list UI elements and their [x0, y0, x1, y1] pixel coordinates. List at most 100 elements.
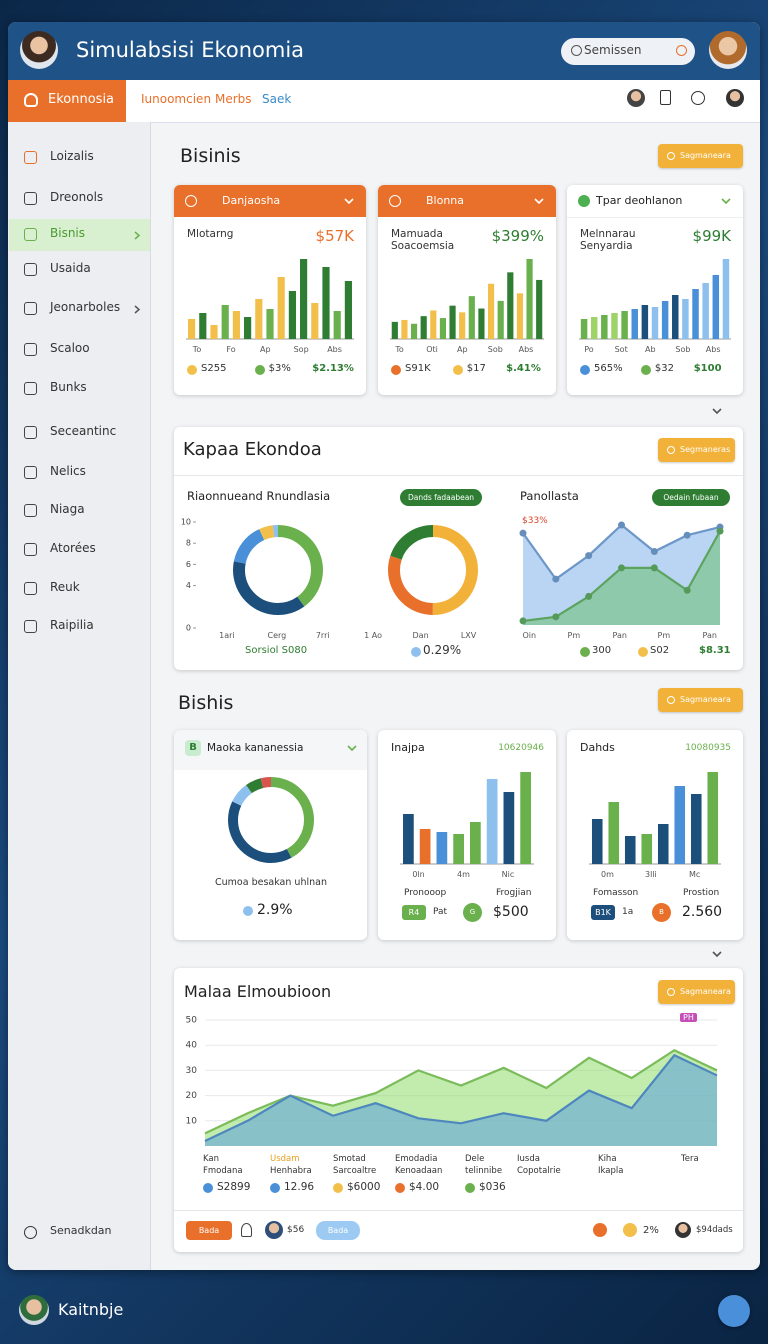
section-title: Bishis — [178, 692, 234, 714]
x-tick-label: 0ln — [412, 870, 425, 879]
sidebar-item[interactable]: Loizalis — [50, 149, 94, 163]
x-tick-label: Pan — [612, 631, 627, 640]
sidebar-item[interactable]: Scaloo — [50, 341, 90, 355]
sidebar-item[interactable]: Raipilia — [50, 618, 94, 632]
point — [650, 548, 658, 556]
nav-link[interactable]: Merbs — [215, 92, 252, 106]
chevron — [712, 951, 722, 958]
legend-dot — [580, 365, 590, 375]
point — [618, 564, 625, 572]
x-tick-label: 1ari — [219, 631, 235, 640]
card-value: 2.9% — [257, 902, 293, 918]
x-tick-label: Po — [584, 345, 594, 354]
tool-pill[interactable]: Bada — [316, 1221, 360, 1240]
point — [585, 552, 593, 560]
bar — [478, 308, 485, 339]
sidebar-item[interactable]: Bunks — [50, 380, 87, 394]
bar — [199, 313, 207, 339]
bar — [591, 819, 603, 864]
card-icon — [578, 195, 590, 207]
sidebar-item[interactable]: Bisnis — [50, 226, 86, 240]
x-tick-label: Sot — [614, 345, 628, 354]
bar — [690, 794, 702, 864]
card-header — [174, 185, 366, 217]
sidebar-item[interactable]: Reuk — [50, 580, 80, 594]
bar — [641, 834, 653, 864]
x-tick-label: Pm — [567, 631, 581, 640]
x-tick-label: Abs — [705, 345, 721, 354]
legend-label: Kan — [203, 1154, 220, 1164]
pill: Oedain fubaan — [652, 489, 730, 506]
legend-dot — [243, 906, 253, 916]
sidebar-icon — [24, 382, 37, 395]
legend-label: $.41% — [506, 363, 541, 374]
avatar — [709, 31, 747, 69]
point — [519, 617, 527, 625]
sidebar-footer[interactable]: Senadkdan — [50, 1224, 112, 1237]
bar — [391, 321, 398, 339]
legend-dot — [254, 365, 265, 375]
search-icon — [571, 45, 582, 56]
sidebar-icon — [24, 151, 37, 164]
x-tick-label: 1 Ao — [364, 631, 383, 640]
tab-icon — [24, 93, 38, 107]
donut-segment — [233, 525, 323, 615]
nav-tab-label[interactable]: Ekonnosia — [48, 92, 115, 107]
bar — [682, 299, 689, 339]
nav-link[interactable]: Iunoomcien — [141, 92, 212, 106]
sidebar-item[interactable]: Atorées — [50, 541, 96, 555]
card-value: 2.560 — [682, 904, 723, 920]
bar — [692, 289, 699, 339]
chevron-line — [712, 408, 722, 415]
donut-segment — [233, 525, 323, 615]
card-label: Melnnarau Senyardia — [580, 228, 636, 253]
donut-segment — [388, 525, 478, 615]
card — [378, 185, 556, 395]
bar — [722, 259, 730, 339]
fab-button[interactable] — [718, 1295, 750, 1327]
sidebar-item[interactable]: Usaida — [50, 261, 91, 275]
donut-segment — [228, 777, 314, 863]
action-button-label[interactable]: Sagmaneara — [680, 987, 731, 996]
legend-label: telinnibe — [465, 1166, 503, 1176]
sidebar-item[interactable]: Dreonols — [50, 190, 104, 204]
action-button-label[interactable]: Sagmaneara — [680, 151, 731, 160]
bar — [657, 824, 669, 864]
y-tick-label: 10 — [186, 1116, 198, 1126]
bar — [674, 786, 686, 864]
sidebar-icon — [24, 192, 37, 205]
sidebar-item[interactable]: Nelics — [50, 464, 86, 478]
search-placeholder[interactable]: Semissen — [584, 43, 642, 57]
sidebar-item[interactable]: Jeonarboles — [50, 300, 121, 314]
action-button-label[interactable]: Segmaneras — [680, 445, 731, 454]
bar-chart — [186, 259, 354, 340]
x-tick-label: LXV — [460, 631, 477, 640]
legend-dot — [465, 1183, 475, 1193]
card-label: Prostion — [683, 888, 720, 898]
bar — [601, 315, 608, 339]
point — [618, 521, 625, 529]
user-icon — [265, 1221, 283, 1239]
tool-pill[interactable]: Bada — [186, 1221, 232, 1240]
sidebar-item[interactable]: Niaga — [50, 502, 85, 516]
bar — [266, 309, 274, 339]
legend-label: S255 — [201, 363, 227, 374]
bar — [651, 307, 659, 339]
bar — [403, 814, 414, 864]
bar — [672, 295, 679, 339]
y-tick-label: 40 — [186, 1041, 198, 1051]
bar — [641, 305, 649, 339]
donut-chart — [388, 525, 478, 615]
bar — [503, 792, 515, 864]
x-tick-label: Fo — [226, 345, 236, 354]
action-button-label[interactable]: Sagmaneara — [680, 695, 731, 704]
sidebar-item[interactable]: Seceantinc — [50, 424, 117, 438]
nav-link[interactable]: Saek — [262, 92, 292, 106]
legend-value: $4.00 — [409, 1181, 440, 1193]
card-title: Malaa Elmoubioon — [184, 982, 332, 1001]
bar-chart — [589, 772, 721, 865]
card-header-label: Blonna — [426, 194, 465, 207]
card-icon — [185, 195, 197, 207]
chart-subtitle: Riaonnueand Rnundlasia — [187, 489, 331, 503]
